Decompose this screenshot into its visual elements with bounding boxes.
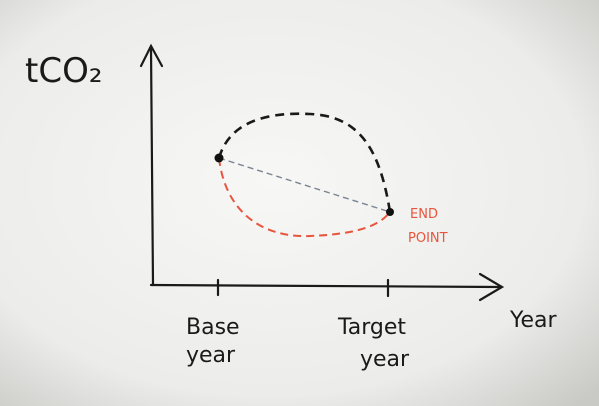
- start-point: [214, 153, 224, 163]
- end-point-label: END: [410, 207, 438, 222]
- upper-path: [217, 112, 392, 213]
- x-axis: [149, 283, 502, 289]
- marker-label: Base: [186, 315, 240, 340]
- y-axis-label: tCO₂: [25, 51, 102, 91]
- x-arrow: [478, 272, 505, 302]
- lower-path: [218, 157, 391, 238]
- end-point: [386, 208, 394, 216]
- marker-label: year: [186, 343, 236, 368]
- y-arrow: [139, 43, 164, 68]
- marker-label: year: [360, 347, 410, 372]
- x-axis-label: Year: [509, 308, 558, 333]
- axes: [139, 43, 505, 302]
- marker-label: Target: [337, 315, 406, 340]
- end-point-label: POINT: [408, 231, 448, 246]
- y-axis: [149, 46, 155, 287]
